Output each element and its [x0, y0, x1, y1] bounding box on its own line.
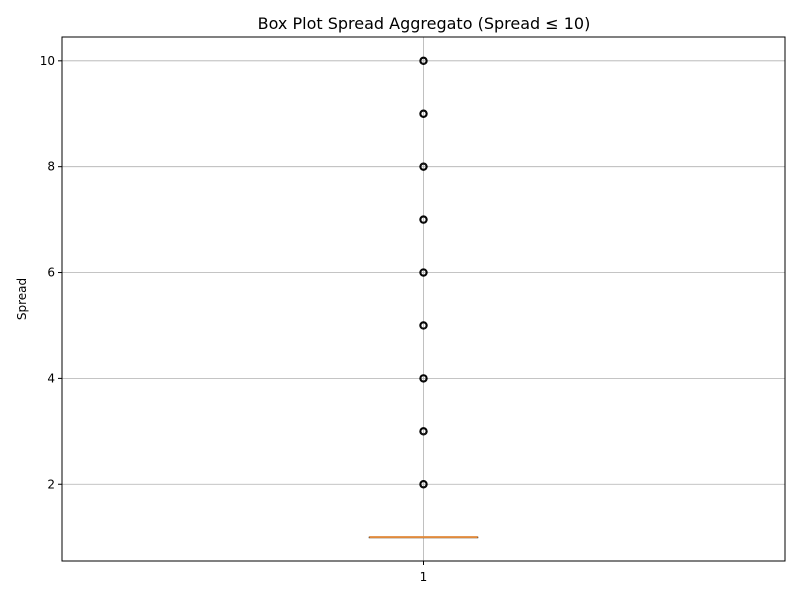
outlier-point: [420, 375, 427, 382]
outlier-point: [420, 57, 427, 64]
y-tick-label: 8: [47, 160, 55, 174]
outlier-point: [420, 269, 427, 276]
outlier-point: [419, 427, 428, 436]
box-group: [368, 56, 479, 539]
box-plot-marks: [368, 56, 479, 539]
grid-lines: [62, 37, 785, 561]
y-axis-label: Spread: [15, 278, 29, 320]
outlier-point: [419, 374, 428, 383]
outlier-point: [420, 322, 427, 329]
y-tick-label: 4: [47, 371, 55, 385]
y-tick-label: 2: [47, 477, 55, 491]
outlier-point: [420, 110, 427, 117]
outlier-point: [419, 215, 428, 224]
x-axis: 1: [420, 561, 428, 584]
outlier-point: [420, 481, 427, 488]
y-tick-label: 6: [47, 266, 55, 280]
y-axis: 2 4 6 8 10: [40, 54, 62, 491]
y-tick-label: 10: [40, 54, 55, 68]
chart-title: Box Plot Spread Aggregato (Spread ≤ 10): [258, 14, 591, 33]
outlier-point: [419, 56, 428, 66]
outlier-point: [419, 162, 428, 171]
outlier-point: [420, 428, 427, 435]
outlier-point: [419, 321, 428, 330]
outlier-point: [419, 109, 428, 118]
outlier-point: [420, 163, 427, 170]
x-tick-label: 1: [420, 570, 428, 584]
outlier-point: [419, 268, 428, 277]
outlier-point: [420, 216, 427, 223]
outlier-point: [419, 480, 428, 489]
